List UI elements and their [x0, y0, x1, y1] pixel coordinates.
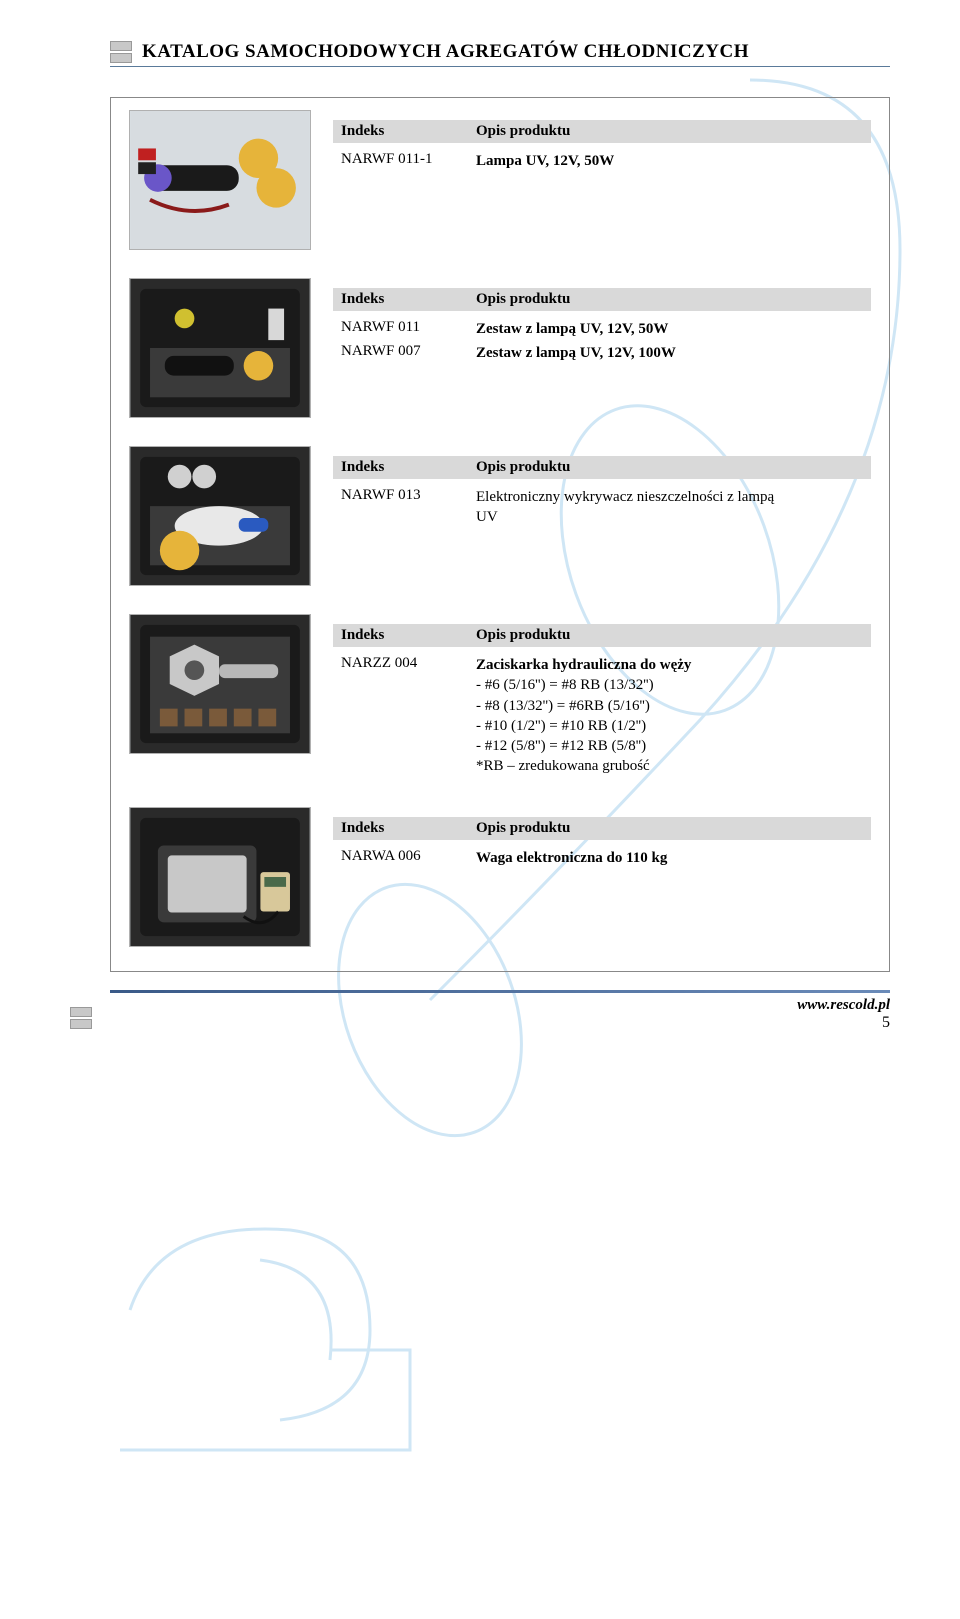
product-description: Zestaw z lampą UV, 12V, 50W [476, 319, 863, 339]
header-index: Indeks [341, 123, 476, 140]
product-code: NARWF 011 [341, 319, 476, 339]
column-headers: Indeks Opis produktu [333, 817, 871, 840]
product-code: NARWF 011-1 [341, 151, 476, 171]
product-code: NARWA 006 [341, 848, 476, 868]
product-row: NARZZ 004 Zaciskarka hydrauliczna do węż… [333, 653, 871, 779]
header-description: Opis produktu [476, 123, 863, 140]
product-row: NARWF 011-1 Lampa UV, 12V, 50W [333, 149, 871, 173]
page-footer: www.rescold.pl 5 [110, 990, 890, 1032]
product-row: NARWF 013 Elektroniczny wykrywacz nieszc… [333, 485, 871, 530]
footer-page-number: 5 [882, 1014, 890, 1032]
header-decor-blocks [110, 40, 132, 64]
product-code: NARZZ 004 [341, 655, 476, 777]
footer-decor-blocks [70, 1006, 92, 1030]
catalog-row: Indeks Opis produktu NARWA 006 Waga elek… [129, 807, 871, 947]
column-headers: Indeks Opis produktu [333, 624, 871, 647]
catalog-table: Indeks Opis produktu NARWF 011-1 Lampa U… [110, 97, 890, 972]
footer-url: www.rescold.pl [797, 997, 890, 1014]
product-description: Elektroniczny wykrywacz nieszczelności z… [476, 487, 863, 528]
product-description: Waga elektroniczna do 110 kg [476, 848, 863, 868]
header-index: Indeks [341, 459, 476, 476]
product-image-uv-lamp [129, 110, 311, 250]
header-description: Opis produktu [476, 459, 863, 476]
product-description: Zestaw z lampą UV, 12V, 100W [476, 343, 863, 363]
product-code: NARWF 007 [341, 343, 476, 363]
column-headers: Indeks Opis produktu [333, 288, 871, 311]
catalog-row: Indeks Opis produktu NARWF 011 Zestaw z … [129, 278, 871, 418]
column-headers: Indeks Opis produktu [333, 456, 871, 479]
product-row: NARWA 006 Waga elektroniczna do 110 kg [333, 846, 871, 870]
header-description: Opis produktu [476, 627, 863, 644]
page-title: KATALOG SAMOCHODOWYCH AGREGATÓW CHŁODNIC… [142, 41, 749, 63]
header-index: Indeks [341, 627, 476, 644]
product-description: Lampa UV, 12V, 50W [476, 151, 863, 171]
catalog-row: Indeks Opis produktu NARZZ 004 Zaciskark… [129, 614, 871, 779]
header-description: Opis produktu [476, 291, 863, 308]
product-code: NARWF 013 [341, 487, 476, 528]
footer-divider [110, 990, 890, 993]
catalog-row: Indeks Opis produktu NARWF 011-1 Lampa U… [129, 110, 871, 250]
column-headers: Indeks Opis produktu [333, 120, 871, 143]
page-header: KATALOG SAMOCHODOWYCH AGREGATÓW CHŁODNIC… [110, 40, 890, 67]
product-image-hydraulic-crimper [129, 614, 311, 754]
header-index: Indeks [341, 291, 476, 308]
product-image-leak-detector [129, 446, 311, 586]
header-description: Opis produktu [476, 820, 863, 837]
header-index: Indeks [341, 820, 476, 837]
product-image-electronic-scale [129, 807, 311, 947]
product-image-uv-lamp-set [129, 278, 311, 418]
product-description: Zaciskarka hydrauliczna do węży - #6 (5/… [476, 655, 863, 777]
product-row: NARWF 007 Zestaw z lampą UV, 12V, 100W [333, 341, 871, 365]
product-row: NARWF 011 Zestaw z lampą UV, 12V, 50W [333, 317, 871, 341]
catalog-row: Indeks Opis produktu NARWF 013 Elektroni… [129, 446, 871, 586]
